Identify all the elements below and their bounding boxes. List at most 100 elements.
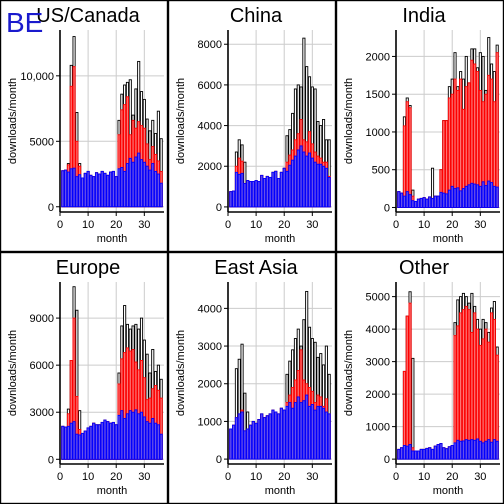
bar-series0-month15 bbox=[100, 170, 104, 208]
bar-series0-month1 bbox=[397, 191, 401, 208]
bar-series0-month29 bbox=[139, 411, 144, 460]
bar-series0-month18 bbox=[277, 413, 281, 460]
y-tick-label: 2000 bbox=[198, 161, 222, 173]
bar-series1-month25 bbox=[464, 305, 468, 460]
bar-series0-month25 bbox=[128, 157, 132, 208]
y-axis-label: downloads/month bbox=[175, 330, 187, 416]
bar-series0-month6 bbox=[243, 183, 247, 208]
bar-series0-month4 bbox=[405, 445, 409, 460]
y-tick-label: 6000 bbox=[30, 360, 54, 372]
bar-series0-month20 bbox=[114, 176, 118, 208]
bar-series0-month27 bbox=[470, 439, 474, 460]
x-axis-label: month bbox=[433, 233, 464, 245]
bar-series0-month5 bbox=[72, 421, 76, 460]
bar-series0-month32 bbox=[316, 163, 320, 208]
bar-series0-month29 bbox=[139, 159, 144, 208]
bar-series0-month14 bbox=[265, 415, 269, 460]
bar-series0-month4 bbox=[69, 168, 73, 208]
x-tick-label: 10 bbox=[418, 219, 430, 231]
bar-series0-month16 bbox=[103, 172, 107, 208]
y-tick-label: 6000 bbox=[198, 80, 222, 92]
bar-series0-month7 bbox=[246, 180, 250, 208]
bar-series0-month16 bbox=[439, 443, 443, 460]
bar-series0-month11 bbox=[89, 174, 93, 208]
bar-series0-month33 bbox=[151, 418, 155, 460]
x-tick-label: 20 bbox=[110, 471, 122, 483]
x-tick-label: 10 bbox=[418, 471, 430, 483]
y-tick-label: 3000 bbox=[198, 341, 222, 353]
bar-series0-month2 bbox=[64, 426, 68, 460]
panel-title: China bbox=[230, 5, 283, 27]
bar-series0-month13 bbox=[262, 177, 267, 208]
bar-series0-month35 bbox=[156, 173, 160, 208]
y-tick-label: 0 bbox=[48, 202, 54, 214]
bar-series0-month31 bbox=[313, 409, 317, 460]
y-tick-label: 500 bbox=[372, 165, 390, 177]
x-axis-label: month bbox=[97, 233, 128, 245]
bar-series1-month5 bbox=[408, 107, 412, 208]
bar-series0-month27 bbox=[302, 400, 306, 460]
bar-series1-month23 bbox=[459, 312, 463, 460]
x-tick-label: 10 bbox=[250, 219, 262, 231]
bar-series0-month22 bbox=[288, 164, 292, 208]
bar-series0-month27 bbox=[134, 409, 138, 460]
bar-series0-month4 bbox=[405, 191, 409, 208]
bar-series0-month3 bbox=[66, 171, 70, 208]
bar-series0-month25 bbox=[464, 439, 468, 460]
x-tick-label: 20 bbox=[446, 219, 458, 231]
bar-series0-month32 bbox=[148, 422, 152, 460]
x-tick-label: 0 bbox=[393, 471, 399, 483]
y-tick-label: 0 bbox=[48, 454, 54, 466]
bar-series0-month9 bbox=[419, 448, 423, 460]
bar-series0-month24 bbox=[125, 413, 130, 460]
bar-series0-month27 bbox=[470, 182, 474, 208]
x-tick-label: 30 bbox=[474, 471, 486, 483]
y-tick-label: 2000 bbox=[366, 51, 390, 63]
bar-series0-month20 bbox=[450, 185, 454, 208]
y-tick-label: 1000 bbox=[366, 127, 390, 139]
y-tick-label: 3000 bbox=[30, 407, 54, 419]
x-tick-label: 20 bbox=[446, 471, 458, 483]
y-tick-label: 1500 bbox=[366, 89, 390, 101]
y-tick-label: 8000 bbox=[198, 39, 222, 51]
panel-title: Other bbox=[399, 257, 449, 279]
bar-series0-month27 bbox=[302, 151, 306, 208]
bar-series0-month6 bbox=[411, 200, 415, 208]
bar-series0-month7 bbox=[414, 200, 418, 208]
panel-2: 0 10 20 30 0 500 1000 1500 2000 month downloads/mo… bbox=[335, 0, 504, 253]
bar-series1-month28 bbox=[473, 312, 477, 460]
bar-series0-month10 bbox=[86, 427, 90, 460]
bar-series0-month16 bbox=[439, 191, 443, 208]
bar-series0-month1 bbox=[229, 191, 233, 208]
bar-series0-month24 bbox=[125, 163, 130, 208]
bar-series0-month9 bbox=[251, 420, 255, 460]
bar-series0-month21 bbox=[117, 168, 121, 208]
bar-series0-month23 bbox=[459, 440, 463, 460]
bar-series0-month30 bbox=[142, 161, 146, 208]
panel-title: East Asia bbox=[214, 257, 298, 279]
bar-series0-month33 bbox=[487, 439, 491, 460]
bar-series0-month29 bbox=[307, 405, 312, 460]
bar-series0-month34 bbox=[322, 407, 326, 460]
x-tick-label: 30 bbox=[474, 219, 486, 231]
bar-series0-month18 bbox=[445, 448, 449, 460]
bar-series0-month7 bbox=[78, 174, 82, 208]
bar-series0-month19 bbox=[111, 170, 115, 208]
bar-series0-month12 bbox=[260, 174, 264, 208]
y-tick-label: 5000 bbox=[366, 292, 390, 304]
bar-series0-month3 bbox=[234, 171, 238, 208]
bar-series0-month8 bbox=[416, 450, 421, 460]
bar-series0-month36 bbox=[495, 186, 499, 208]
y-tick-label: 2000 bbox=[366, 389, 390, 401]
bar-series0-month29 bbox=[475, 184, 480, 208]
x-tick-label: 20 bbox=[278, 471, 290, 483]
y-tick-label: 9000 bbox=[30, 313, 54, 325]
bar-series0-month28 bbox=[137, 413, 141, 460]
bar-series0-month12 bbox=[428, 447, 432, 460]
bar-series0-month19 bbox=[279, 407, 283, 460]
bar-series0-month21 bbox=[453, 188, 457, 208]
bar-series1-month35 bbox=[492, 318, 496, 460]
bar-series0-month4 bbox=[237, 173, 241, 208]
bar-series0-month17 bbox=[442, 447, 446, 460]
